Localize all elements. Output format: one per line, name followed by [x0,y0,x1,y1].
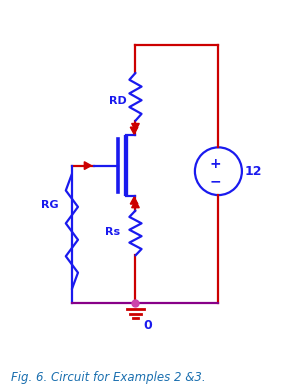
Text: RD: RD [109,96,127,106]
Polygon shape [132,201,139,208]
Text: Rs: Rs [105,227,120,237]
Text: RG: RG [41,200,59,210]
Text: 0: 0 [144,319,153,332]
Polygon shape [132,124,139,131]
Polygon shape [84,162,91,170]
Text: −: − [209,174,221,188]
Polygon shape [130,197,138,204]
Text: 12: 12 [245,165,262,178]
Text: +: + [209,157,221,171]
Polygon shape [130,127,138,134]
Text: Fig. 6. Circuit for Examples 2 &3.: Fig. 6. Circuit for Examples 2 &3. [11,371,206,384]
